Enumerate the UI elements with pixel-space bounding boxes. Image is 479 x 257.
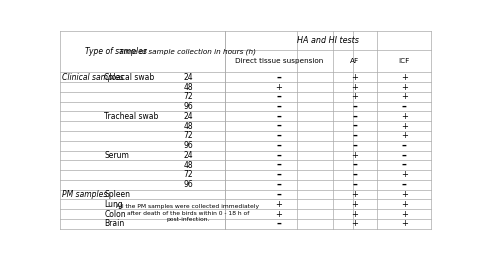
Text: Serum: Serum	[104, 151, 129, 160]
Text: +: +	[401, 131, 408, 140]
Text: Brain: Brain	[104, 219, 125, 228]
Text: 72: 72	[183, 170, 193, 179]
Text: +: +	[352, 92, 358, 101]
Text: 24: 24	[183, 151, 193, 160]
Text: Spleen: Spleen	[104, 190, 130, 199]
Text: 96: 96	[183, 180, 193, 189]
Text: –: –	[276, 121, 281, 131]
Text: +: +	[352, 200, 358, 209]
Text: 48: 48	[183, 161, 193, 170]
Text: –: –	[276, 131, 281, 141]
Text: +: +	[401, 92, 408, 101]
Text: Type of samples: Type of samples	[85, 47, 147, 56]
Text: +: +	[401, 73, 408, 82]
Text: 48: 48	[183, 82, 193, 91]
Text: Time of sample collection in hours (h): Time of sample collection in hours (h)	[119, 48, 256, 55]
Text: –: –	[402, 180, 407, 190]
Text: 72: 72	[183, 92, 193, 101]
Text: Clinical samples: Clinical samples	[62, 73, 124, 82]
Text: +: +	[352, 73, 358, 82]
Text: +: +	[401, 200, 408, 209]
Text: +: +	[275, 82, 282, 91]
Text: –: –	[276, 111, 281, 121]
Text: –: –	[353, 180, 357, 190]
Text: Colon: Colon	[104, 209, 126, 218]
Text: –: –	[276, 92, 281, 102]
Text: –: –	[276, 170, 281, 180]
Text: –: –	[402, 102, 407, 112]
Text: All the PM samples were collected immediately
after death of the birds within 0 : All the PM samples were collected immedi…	[116, 204, 260, 222]
Text: +: +	[401, 209, 408, 218]
Text: –: –	[276, 219, 281, 229]
Text: 48: 48	[183, 122, 193, 131]
Text: –: –	[353, 170, 357, 180]
Text: 72: 72	[183, 131, 193, 140]
Text: –: –	[276, 160, 281, 170]
Text: –: –	[353, 121, 357, 131]
Text: Lung: Lung	[104, 200, 123, 209]
Text: +: +	[352, 151, 358, 160]
Text: +: +	[275, 200, 282, 209]
Text: –: –	[276, 189, 281, 199]
Text: –: –	[276, 150, 281, 160]
Text: –: –	[402, 160, 407, 170]
Text: +: +	[352, 190, 358, 199]
Text: –: –	[353, 102, 357, 112]
Text: –: –	[402, 141, 407, 151]
Text: –: –	[353, 160, 357, 170]
Text: +: +	[401, 190, 408, 199]
Text: –: –	[402, 150, 407, 160]
Text: 24: 24	[183, 73, 193, 82]
Text: AF: AF	[351, 58, 360, 64]
Text: +: +	[352, 209, 358, 218]
Text: 24: 24	[183, 112, 193, 121]
Text: –: –	[353, 141, 357, 151]
Text: +: +	[275, 209, 282, 218]
Text: +: +	[401, 170, 408, 179]
Text: –: –	[353, 111, 357, 121]
Text: HA and HI tests: HA and HI tests	[297, 36, 359, 45]
Text: 96: 96	[183, 102, 193, 111]
Text: +: +	[401, 82, 408, 91]
Text: –: –	[353, 131, 357, 141]
Text: –: –	[276, 72, 281, 82]
Text: PM samples: PM samples	[62, 190, 107, 199]
Text: +: +	[352, 219, 358, 228]
Text: +: +	[401, 112, 408, 121]
Text: –: –	[276, 102, 281, 112]
Text: Direct tissue suspension: Direct tissue suspension	[235, 58, 323, 64]
Text: +: +	[352, 82, 358, 91]
Text: –: –	[276, 141, 281, 151]
Text: Tracheal swab: Tracheal swab	[104, 112, 159, 121]
Text: +: +	[401, 219, 408, 228]
Text: +: +	[401, 122, 408, 131]
Text: ICF: ICF	[399, 58, 410, 64]
Text: –: –	[276, 180, 281, 190]
Text: Cloacal swab: Cloacal swab	[104, 73, 155, 82]
Text: 96: 96	[183, 141, 193, 150]
